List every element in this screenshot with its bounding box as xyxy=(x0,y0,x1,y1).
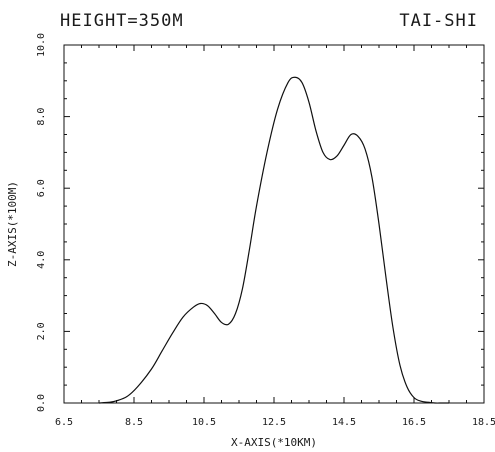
x-tick-label: 14.5 xyxy=(332,417,356,428)
y-tick-label: 2.0 xyxy=(36,322,47,340)
chart-title: HEIGHT=350M xyxy=(60,11,184,31)
x-tick-label: 6.5 xyxy=(55,417,73,428)
x-tick-label: 12.5 xyxy=(262,417,286,428)
x-tick-label: 18.5 xyxy=(472,417,495,428)
x-tick-label: 16.5 xyxy=(402,417,426,428)
y-tick-label: 0.0 xyxy=(36,394,47,412)
y-axis-label: Z-AXIS(*100M) xyxy=(6,181,19,267)
x-tick-label: 8.5 xyxy=(125,417,143,428)
y-axis-ticks: 0.0 2.0 4.0 6.0 8.0 10.0 xyxy=(36,33,484,412)
y-tick-label: 4.0 xyxy=(36,251,47,269)
plot-frame xyxy=(63,44,485,404)
y-tick-label: 8.0 xyxy=(36,108,47,126)
x-tick-label: 10.5 xyxy=(192,417,216,428)
location-label: TAI-SHI xyxy=(399,11,478,31)
x-axis-ticks: 6.5 8.5 10.5 12.5 14.5 16.5 18.5 xyxy=(55,45,495,428)
y-tick-label: 6.0 xyxy=(36,179,47,197)
x-axis-label: X-AXIS(*10KM) xyxy=(231,436,317,449)
series-line xyxy=(98,76,449,404)
y-tick-label: 10.0 xyxy=(36,33,47,57)
